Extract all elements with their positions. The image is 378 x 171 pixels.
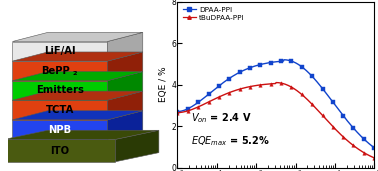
Text: 2: 2 (72, 70, 77, 76)
Text: ITO: ITO (50, 146, 70, 156)
Y-axis label: EQE / %: EQE / % (160, 67, 169, 102)
Text: NPB: NPB (48, 125, 71, 135)
Legend: DPAA-PPI, tBuDPAA-PPI: DPAA-PPI, tBuDPAA-PPI (181, 5, 246, 22)
Polygon shape (4, 139, 115, 162)
Polygon shape (12, 71, 143, 81)
Polygon shape (12, 42, 107, 61)
Polygon shape (107, 32, 143, 61)
Polygon shape (107, 111, 143, 139)
Text: $EQE_{max}$ = 5.2%: $EQE_{max}$ = 5.2% (191, 134, 270, 148)
Polygon shape (12, 52, 143, 61)
Polygon shape (12, 81, 107, 100)
Polygon shape (12, 32, 143, 42)
Polygon shape (107, 52, 143, 81)
Polygon shape (4, 130, 159, 139)
Text: TCTA: TCTA (46, 105, 74, 115)
Text: $V_{on}$ = 2.4 V: $V_{on}$ = 2.4 V (191, 111, 252, 125)
Text: Emitters: Emitters (36, 86, 84, 95)
Polygon shape (12, 61, 107, 81)
Text: BePP: BePP (41, 66, 70, 76)
Polygon shape (12, 120, 107, 139)
Polygon shape (107, 91, 143, 120)
Polygon shape (12, 100, 107, 120)
Polygon shape (115, 130, 159, 162)
Text: LiF/Al: LiF/Al (44, 46, 76, 56)
Polygon shape (107, 71, 143, 100)
Polygon shape (12, 111, 143, 120)
Polygon shape (12, 91, 143, 100)
